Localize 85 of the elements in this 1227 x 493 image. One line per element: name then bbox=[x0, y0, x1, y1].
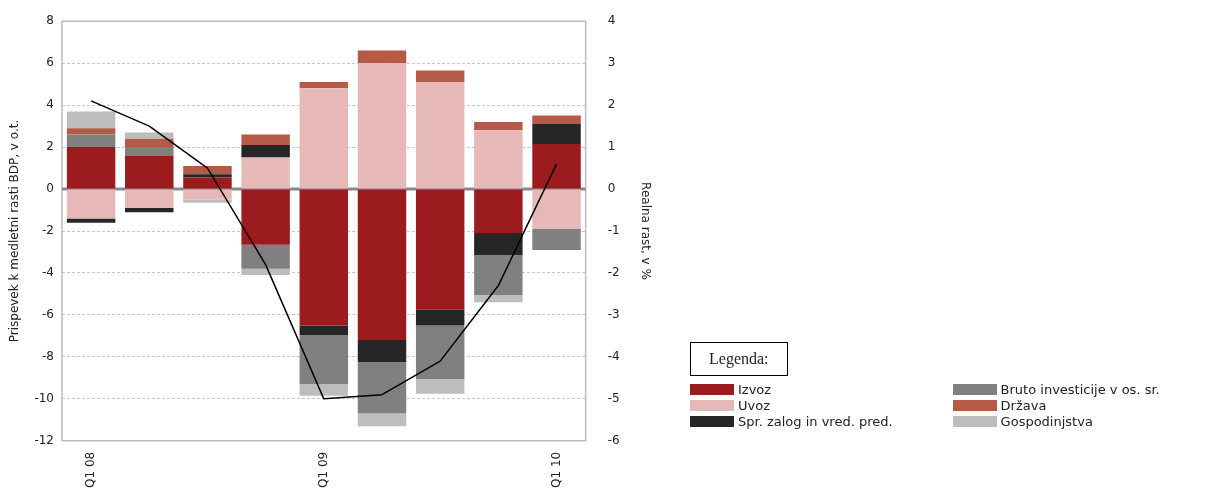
bar bbox=[299, 384, 349, 396]
bar bbox=[125, 132, 174, 139]
bar bbox=[183, 174, 232, 178]
y-tick-label: 0 bbox=[46, 181, 54, 196]
y-tick-label: 2 bbox=[46, 139, 54, 154]
bar bbox=[474, 233, 523, 256]
legend-label: Spr. zalog in vred. pred. bbox=[738, 414, 893, 429]
bar bbox=[66, 128, 116, 135]
bar bbox=[415, 309, 465, 326]
bar bbox=[66, 134, 116, 148]
bar bbox=[357, 63, 407, 189]
bar bbox=[125, 155, 174, 189]
y2-tick-label: -1 bbox=[607, 223, 620, 238]
bar bbox=[474, 255, 523, 296]
bar bbox=[357, 413, 407, 427]
bar bbox=[66, 189, 116, 219]
bar bbox=[357, 50, 407, 64]
bar bbox=[474, 295, 523, 303]
legend-label: Uvoz bbox=[738, 398, 770, 413]
x-tick-label: Q1 08 bbox=[83, 451, 98, 489]
bar bbox=[532, 143, 581, 189]
bar bbox=[415, 378, 465, 394]
bar bbox=[474, 189, 523, 234]
bar bbox=[415, 70, 465, 83]
bar bbox=[415, 189, 465, 310]
y2-tick-label: -5 bbox=[607, 391, 620, 405]
bar bbox=[125, 189, 174, 208]
bar bbox=[357, 340, 407, 363]
bar bbox=[125, 138, 174, 148]
bar bbox=[299, 334, 349, 385]
y-tick-label: 4 bbox=[46, 97, 54, 112]
y-tick-label: -8 bbox=[42, 349, 54, 364]
bar bbox=[183, 189, 232, 200]
y-tick-label: -6 bbox=[42, 307, 54, 322]
bar bbox=[241, 244, 290, 269]
x-tick-label: Q1 09 bbox=[315, 451, 330, 489]
y-axis-title: Prispevek k medletni rasti BDP, v o.t. bbox=[7, 119, 22, 343]
bar bbox=[474, 121, 523, 131]
bar bbox=[299, 189, 349, 326]
legend-label: Gospodinjstva bbox=[1000, 414, 1093, 429]
bar bbox=[357, 189, 407, 341]
bar bbox=[357, 362, 407, 414]
bar bbox=[183, 177, 232, 189]
y-tick-label: -10 bbox=[34, 391, 54, 405]
y2-tick-label: 2 bbox=[607, 97, 616, 112]
y2-tick-label: -3 bbox=[607, 307, 620, 322]
y2-tick-label: -6 bbox=[607, 432, 620, 447]
bar bbox=[241, 157, 290, 189]
bar bbox=[532, 228, 581, 250]
bar bbox=[532, 115, 581, 125]
bar bbox=[66, 111, 116, 129]
y2-tick-label: -2 bbox=[607, 265, 620, 280]
bar bbox=[241, 134, 290, 145]
y2-tick-label: 0 bbox=[607, 181, 616, 196]
legend-title: Legenda: bbox=[690, 342, 788, 376]
bar bbox=[241, 189, 290, 245]
legend-label: Bruto investicije v os. sr. bbox=[1000, 382, 1160, 397]
legend-label: Država bbox=[1000, 398, 1047, 413]
y2-axis-title: Realna rast, v % bbox=[638, 182, 653, 280]
y2-tick-label: -4 bbox=[607, 349, 620, 364]
bar bbox=[66, 218, 116, 223]
y-tick-label: -2 bbox=[42, 223, 54, 238]
bar bbox=[415, 325, 465, 379]
bar bbox=[183, 165, 232, 175]
bar bbox=[125, 147, 174, 156]
bar bbox=[532, 124, 581, 144]
y2-tick-label: 3 bbox=[607, 55, 616, 70]
bar bbox=[532, 189, 581, 229]
bar bbox=[183, 199, 232, 203]
y-tick-label: -4 bbox=[42, 265, 54, 280]
bar bbox=[299, 325, 349, 335]
y2-tick-label: 4 bbox=[607, 13, 616, 28]
bar bbox=[125, 207, 174, 213]
bar bbox=[66, 147, 116, 189]
x-tick-label: Q1 10 bbox=[548, 451, 563, 489]
y2-tick-label: 1 bbox=[607, 139, 616, 154]
y-tick-label: 8 bbox=[46, 13, 54, 28]
bar bbox=[299, 88, 349, 189]
bar bbox=[241, 144, 290, 158]
legend-label: Izvoz bbox=[738, 382, 772, 397]
bar bbox=[299, 82, 349, 89]
y-tick-label: 6 bbox=[46, 55, 54, 70]
bar bbox=[474, 130, 523, 189]
bar bbox=[415, 82, 465, 189]
y-tick-label: -12 bbox=[34, 432, 54, 447]
